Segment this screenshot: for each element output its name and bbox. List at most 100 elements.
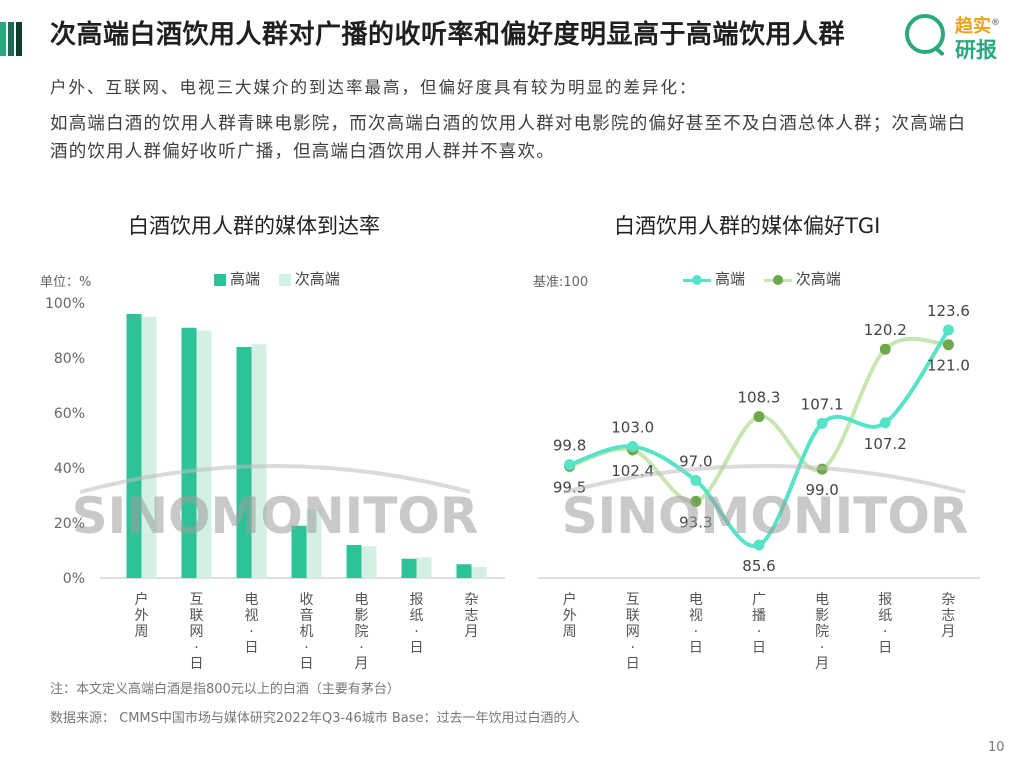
bar-x-tick-label: 志 <box>465 608 479 624</box>
line-data-label-high: 103.0 <box>611 419 654 437</box>
bar-x-tick-label: 日 <box>410 640 424 656</box>
page-number: 10 <box>988 740 1005 755</box>
line-point-high <box>753 539 765 551</box>
logo-text-top: 趋实 <box>955 16 991 37</box>
legend-swatch-high <box>214 273 226 286</box>
line-x-tick-label: 月 <box>815 656 829 672</box>
legend-swatch-sub-high <box>278 273 291 286</box>
line-x-tick-label: 网 <box>626 624 640 640</box>
line-x-tick-label: 院 <box>815 624 829 640</box>
bar-x-tick-label: 联 <box>190 608 204 624</box>
line-point-high <box>690 475 702 486</box>
bar-y-tick-label: 60% <box>54 406 85 422</box>
bar-x-tick-label: · <box>359 640 363 656</box>
line-data-label-sub-high: 108.3 <box>738 389 781 407</box>
bar-chart: 0%20%40%60%80%100%户外周互联网·日电视·日收音机·日电影院·月… <box>45 296 505 672</box>
bar-x-tick-label: 外 <box>135 608 149 624</box>
line-x-tick-label: 外 <box>563 608 577 624</box>
bar-chart-unit-label: 单位：% <box>40 275 92 290</box>
line-x-tick-label: · <box>883 624 887 640</box>
bar-sub-high <box>416 557 432 578</box>
page-title: 次高端白酒饮用人群对广播的收听率和偏好度明显高于高端饮用人群 <box>50 20 846 50</box>
line-point-sub-high <box>816 463 828 475</box>
bar-x-tick-label: · <box>194 640 198 656</box>
line-data-label-sub-high: 102.4 <box>611 462 654 480</box>
bar-x-tick-label: 电 <box>355 592 369 608</box>
bar-high <box>401 558 417 578</box>
line-x-tick-label: 纸 <box>878 608 892 624</box>
line-x-tick-label: 影 <box>815 608 829 624</box>
bar-x-tick-label: 影 <box>355 608 369 624</box>
brand-logo: 趋实® 研报 <box>905 10 1017 62</box>
bar-y-tick-label: 80% <box>54 351 85 367</box>
line-data-label-high: 123.6 <box>927 302 970 320</box>
data-source: 数据来源： CMMS中国市场与媒体研究2022年Q3-46城市 Base：过去一… <box>50 711 580 726</box>
bar-x-tick-label: 电 <box>245 592 259 608</box>
bar-x-tick-label: 周 <box>135 624 149 640</box>
bar-x-tick-label: 杂 <box>465 592 479 608</box>
bar-x-tick-label: 户 <box>135 591 149 608</box>
bar-sub-high <box>361 546 377 578</box>
line-data-label-sub-high: 99.0 <box>805 481 838 499</box>
bar-high <box>181 327 197 578</box>
line-x-tick-label: 电 <box>689 592 703 608</box>
line-x-tick-label: 日 <box>626 656 640 672</box>
legend-label-high: 高端 <box>230 270 261 288</box>
logo-registered-mark: ® <box>991 18 1000 28</box>
line-x-tick-label: 联 <box>626 608 640 624</box>
line-point-sub-high <box>879 343 891 355</box>
title-accent-bars <box>0 22 22 56</box>
line-x-tick-label: 日 <box>752 640 766 656</box>
bar-x-tick-label: 月 <box>465 624 479 640</box>
line-data-label-high: 107.2 <box>864 435 907 453</box>
line-point-sub-high <box>690 495 702 507</box>
legend-item-line-high: 高端 <box>683 270 745 288</box>
line-x-tick-label: 播 <box>752 608 766 624</box>
bar-x-tick-label: 互 <box>190 592 204 608</box>
bar-x-tick-label: · <box>414 624 418 640</box>
intro-line-1: 户外、互联网、电视三大媒介的到达率最高，但偏好度具有较为明显的差异化： <box>50 78 698 97</box>
line-x-tick-label: 志 <box>941 608 955 624</box>
bar-x-tick-label: · <box>304 640 308 656</box>
line-data-label-high: 99.8 <box>553 437 586 455</box>
magnifier-icon <box>905 14 945 54</box>
line-x-tick-label: 户 <box>563 591 577 608</box>
bar-sub-high <box>141 316 157 578</box>
line-x-tick-label: 日 <box>689 640 703 656</box>
legend-item-line-sub-high: 次高端 <box>763 270 841 288</box>
line-data-label-sub-high: 121.0 <box>927 357 970 375</box>
bar-sub-high <box>306 509 322 578</box>
line-x-tick-label: · <box>820 640 824 656</box>
bar-x-tick-label: 网 <box>190 624 204 640</box>
line-point-high <box>627 441 639 453</box>
bar-sub-high <box>471 567 487 578</box>
line-data-label-sub-high: 120.2 <box>864 321 907 339</box>
line-x-tick-label: 互 <box>626 592 640 608</box>
logo-text-bottom: 研报 <box>955 38 997 62</box>
line-x-tick-label: · <box>630 640 634 656</box>
bar-y-tick-label: 40% <box>54 461 85 477</box>
line-chart-base-label: 基准:100 <box>533 275 589 290</box>
bar-x-tick-label: 日 <box>190 656 204 672</box>
line-data-label-sub-high: 93.3 <box>679 513 712 531</box>
line-x-tick-label: 周 <box>563 624 577 640</box>
bar-x-tick-label: 视 <box>245 608 259 624</box>
legend-label-line-high: 高端 <box>715 270 746 288</box>
footnote: 注：本文定义高端白酒是指800元以上的白酒（主要有茅台） <box>50 682 400 697</box>
legend-item-high: 高端 <box>214 270 260 288</box>
line-x-tick-label: 电 <box>815 592 829 608</box>
bar-high <box>456 564 472 578</box>
line-point-high <box>564 459 576 471</box>
line-chart-legend: 高端 次高端 <box>683 268 855 289</box>
bar-x-tick-label: 日 <box>245 640 259 656</box>
bar-x-tick-label: 收 <box>300 592 314 608</box>
line-x-tick-label: · <box>757 624 761 640</box>
bar-x-tick-label: 院 <box>355 624 369 640</box>
line-data-label-high: 85.6 <box>742 557 775 575</box>
line-data-label-high: 97.0 <box>679 453 712 471</box>
line-point-sub-high <box>942 339 954 351</box>
line-x-tick-label: 报 <box>878 592 892 608</box>
line-data-label-sub-high: 99.5 <box>553 478 586 496</box>
line-x-tick-label: · <box>694 624 698 640</box>
line-point-high <box>816 417 828 429</box>
